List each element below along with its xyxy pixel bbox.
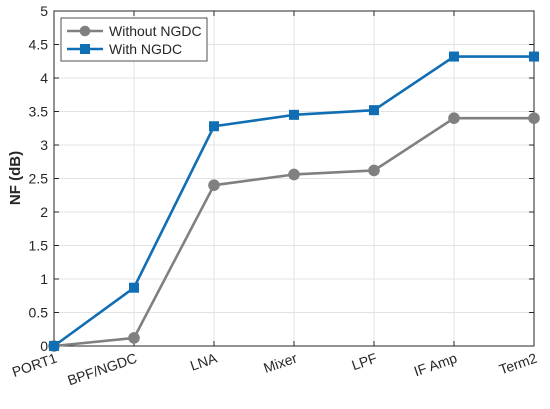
y-tick-label: 2: [40, 204, 48, 220]
data-point-square: [449, 51, 459, 62]
legend-label: Without NGDC: [109, 23, 202, 39]
legend-marker-circle: [79, 25, 91, 37]
data-point-square: [529, 51, 539, 62]
data-point-square: [369, 105, 379, 116]
series-with-ngdc: [49, 51, 539, 351]
y-axis-ticks: 0 0.5 1 1.5 2 2.5 3 3.5 4 4.5 5: [29, 3, 534, 354]
data-point-circle: [128, 332, 140, 344]
y-tick-label: 5: [40, 3, 48, 19]
y-tick-label: 4.5: [29, 37, 49, 53]
data-point-circle: [208, 179, 220, 191]
legend-entries: Without NGDC With NGDC: [67, 23, 202, 57]
legend-label: With NGDC: [109, 41, 182, 57]
y-axis-label: NF (dB): [7, 151, 24, 205]
data-point-square: [129, 282, 139, 293]
y-tick-label: 0.5: [29, 305, 49, 321]
data-point-square: [209, 121, 219, 132]
data-point-square: [289, 109, 299, 120]
y-tick-label: 1.5: [29, 238, 49, 254]
series-lines: [48, 51, 540, 352]
data-point-circle: [368, 164, 380, 177]
legend: Without NGDC With NGDC: [60, 17, 208, 62]
data-point-square: [49, 341, 59, 351]
legend-marker-square: [80, 44, 90, 54]
data-point-circle: [288, 168, 300, 181]
data-point-circle: [528, 112, 540, 124]
y-tick-label: 3: [40, 137, 48, 153]
y-tick-label: 2.5: [29, 171, 49, 187]
y-tick-label: 1: [40, 271, 48, 287]
y-tick-label: 4: [40, 70, 48, 86]
series-without-ngdc: [48, 112, 540, 352]
y-tick-label: 0: [40, 338, 48, 354]
y-tick-label: 3.5: [29, 104, 49, 120]
data-point-circle: [448, 112, 460, 124]
x-tick-label: LPF: [349, 350, 378, 373]
